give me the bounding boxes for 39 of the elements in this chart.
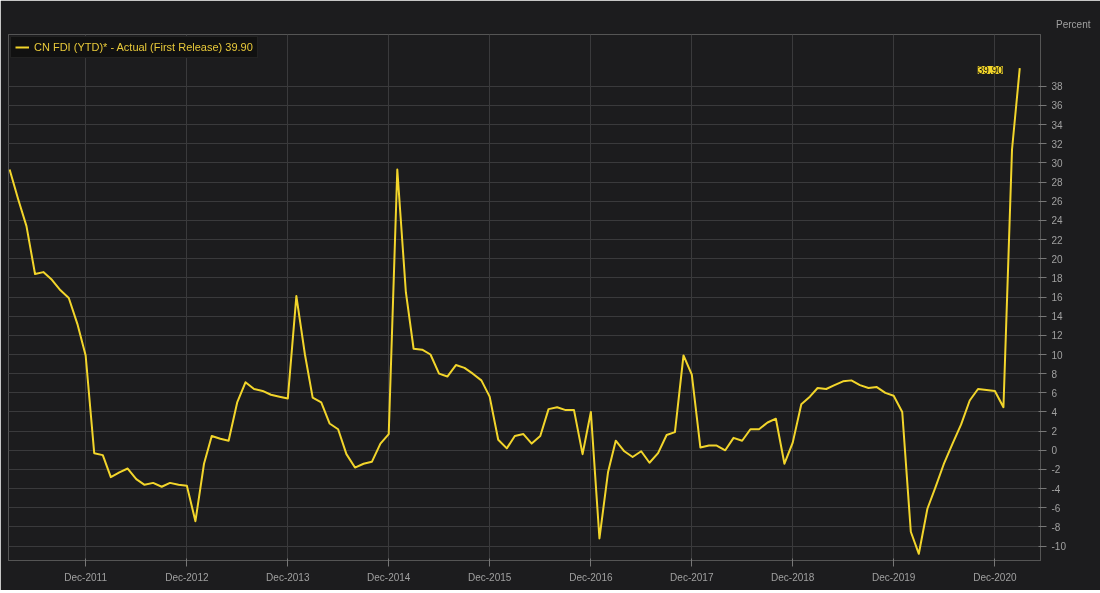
y-tick-label: 10 (1051, 349, 1064, 361)
y-tick-label: 2 (1051, 426, 1058, 438)
y-tick-label: 32 (1051, 138, 1064, 150)
y-tick-label: 38 (1051, 81, 1064, 93)
line-series (8, 67, 1021, 555)
x-tick-label: Dec-2020 (973, 571, 1017, 583)
y-tick-label: 8 (1051, 368, 1058, 380)
y-tick-label: 20 (1051, 253, 1064, 265)
x-tick-label: Dec-2012 (165, 571, 209, 583)
x-tick-label: Dec-2019 (871, 571, 916, 583)
x-tick-label: Dec-2015 (467, 571, 512, 583)
y-tick-label: 34 (1051, 119, 1064, 131)
y-tick-label: 12 (1051, 330, 1064, 342)
y-tick-label: -8 (1051, 521, 1061, 533)
x-tick-label: Dec-2011 (64, 571, 108, 583)
y-tick-label: 24 (1051, 215, 1064, 227)
y-tick-label: 6 (1051, 387, 1058, 399)
y-axis-title: Percent (1056, 18, 1091, 30)
y-tick-label: 36 (1051, 100, 1064, 112)
y-tick-label: 0 (1051, 445, 1058, 457)
x-tick-label: Dec-2013 (266, 571, 310, 583)
x-tick-label: Dec-2014 (367, 571, 411, 583)
y-tick-label: 26 (1051, 196, 1064, 208)
y-tick-label: 28 (1051, 177, 1064, 189)
y-tick-label: -6 (1051, 502, 1061, 514)
y-tick-label: 16 (1051, 292, 1064, 304)
y-tick-label: 18 (1051, 272, 1064, 284)
y-tick-label: -2 (1051, 464, 1061, 476)
legend-label: CN FDI (YTD)* - Actual (First Release) 39.90 (34, 41, 253, 53)
y-tick-label: 14 (1051, 311, 1064, 323)
x-tick-label: Dec-2016 (569, 571, 613, 583)
x-tick-label: Dec-2018 (771, 571, 815, 583)
y-tick-label: -10 (1051, 541, 1067, 553)
annotation: 39.90 (977, 65, 1004, 77)
y-tick-label: 22 (1051, 234, 1064, 246)
x-tick-label: Dec-2017 (670, 571, 714, 583)
y-tick-label: 30 (1051, 157, 1064, 169)
y-tick-label: 4 (1051, 406, 1058, 418)
y-tick-label: -4 (1051, 483, 1061, 495)
